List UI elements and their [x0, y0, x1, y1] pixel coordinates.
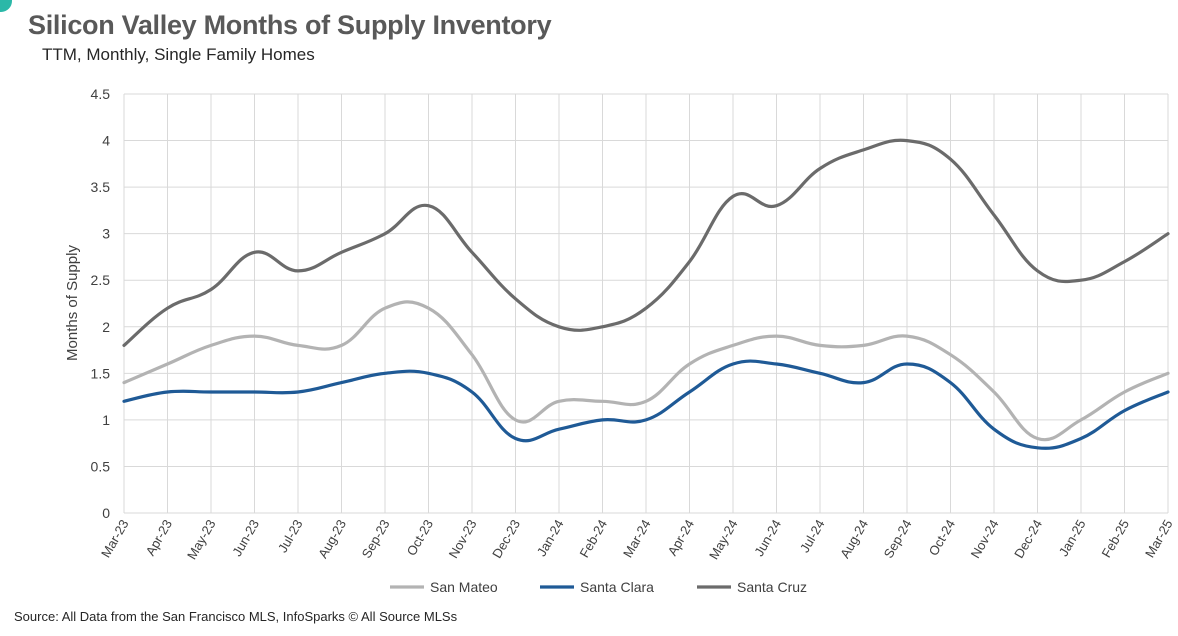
x-tick-label: Aug-24 — [837, 517, 871, 561]
x-tick-label: Apr-24 — [665, 517, 698, 558]
x-tick-label: Jan-24 — [534, 517, 567, 559]
legend-label-san-mateo: San Mateo — [430, 579, 498, 595]
y-tick-label: 1.5 — [91, 365, 111, 381]
x-tick-label: May-24 — [706, 517, 741, 562]
x-tick-label: Jul-23 — [275, 517, 306, 555]
x-tick-label: Feb-25 — [1099, 517, 1133, 560]
x-tick-label: Feb-24 — [577, 517, 611, 560]
series-line-santa-cruz — [122, 138, 1170, 347]
y-axis-label: Months of Supply — [64, 245, 81, 361]
x-tick-label: Oct-23 — [404, 517, 436, 558]
legend-label-santa-cruz: Santa Cruz — [737, 579, 807, 595]
x-tick-label: Mar-23 — [98, 517, 132, 560]
x-tick-label: Dec-23 — [489, 517, 523, 561]
series-line-santa-clara — [122, 359, 1170, 450]
y-tick-label: 4 — [102, 133, 110, 149]
series-lines — [122, 138, 1170, 450]
x-tick-label: Sep-24 — [881, 517, 915, 561]
x-tick-label: May-23 — [184, 517, 219, 562]
x-tick-label: Jun-24 — [751, 517, 784, 559]
y-tick-label: 0 — [102, 505, 110, 521]
y-tick-label: 2.5 — [91, 272, 111, 288]
x-axis-ticks: Mar-23 Apr-23 May-23 Jun-23 Jul-23 Aug-23 Sep-… — [98, 517, 1176, 562]
x-tick-label: Nov-24 — [968, 517, 1002, 561]
x-tick-label: Oct-24 — [926, 517, 958, 558]
x-tick-label: Jan-25 — [1056, 517, 1089, 559]
x-tick-label: Apr-23 — [143, 517, 176, 558]
gridlines — [123, 93, 1169, 514]
x-tick-label: Dec-24 — [1011, 517, 1045, 561]
source-note: Source: All Data from the San Francisco … — [14, 609, 458, 624]
y-tick-label: 3 — [102, 226, 110, 242]
y-tick-label: 1 — [102, 412, 110, 428]
legend-label-santa-clara: Santa Clara — [580, 579, 654, 595]
y-tick-label: 2 — [102, 319, 110, 335]
y-tick-label: 0.5 — [91, 458, 111, 474]
chart-title: Silicon Valley Months of Supply Inventor… — [28, 10, 552, 40]
x-tick-label: Jul-24 — [797, 517, 828, 555]
x-tick-label: Nov-23 — [446, 517, 480, 561]
line-chart: 0 0.5 1 1.5 2 2.5 3 3.5 4 4.5 Mar-23 Apr-23 May-23 J… — [64, 86, 1176, 595]
x-tick-label: Jun-23 — [229, 517, 262, 559]
x-tick-label: Aug-23 — [315, 517, 349, 561]
legend: San Mateo Santa Clara Santa Cruz — [390, 579, 807, 595]
y-axis-ticks: 0 0.5 1 1.5 2 2.5 3 3.5 4 4.5 — [91, 86, 111, 521]
y-tick-label: 4.5 — [91, 86, 111, 102]
x-tick-label: Sep-23 — [359, 517, 393, 561]
x-tick-label: Mar-24 — [620, 517, 654, 560]
chart-subtitle: TTM, Monthly, Single Family Homes — [42, 45, 315, 64]
series-line-san-mateo — [122, 300, 1170, 442]
x-tick-label: Mar-25 — [1142, 517, 1176, 560]
y-tick-label: 3.5 — [91, 179, 111, 195]
